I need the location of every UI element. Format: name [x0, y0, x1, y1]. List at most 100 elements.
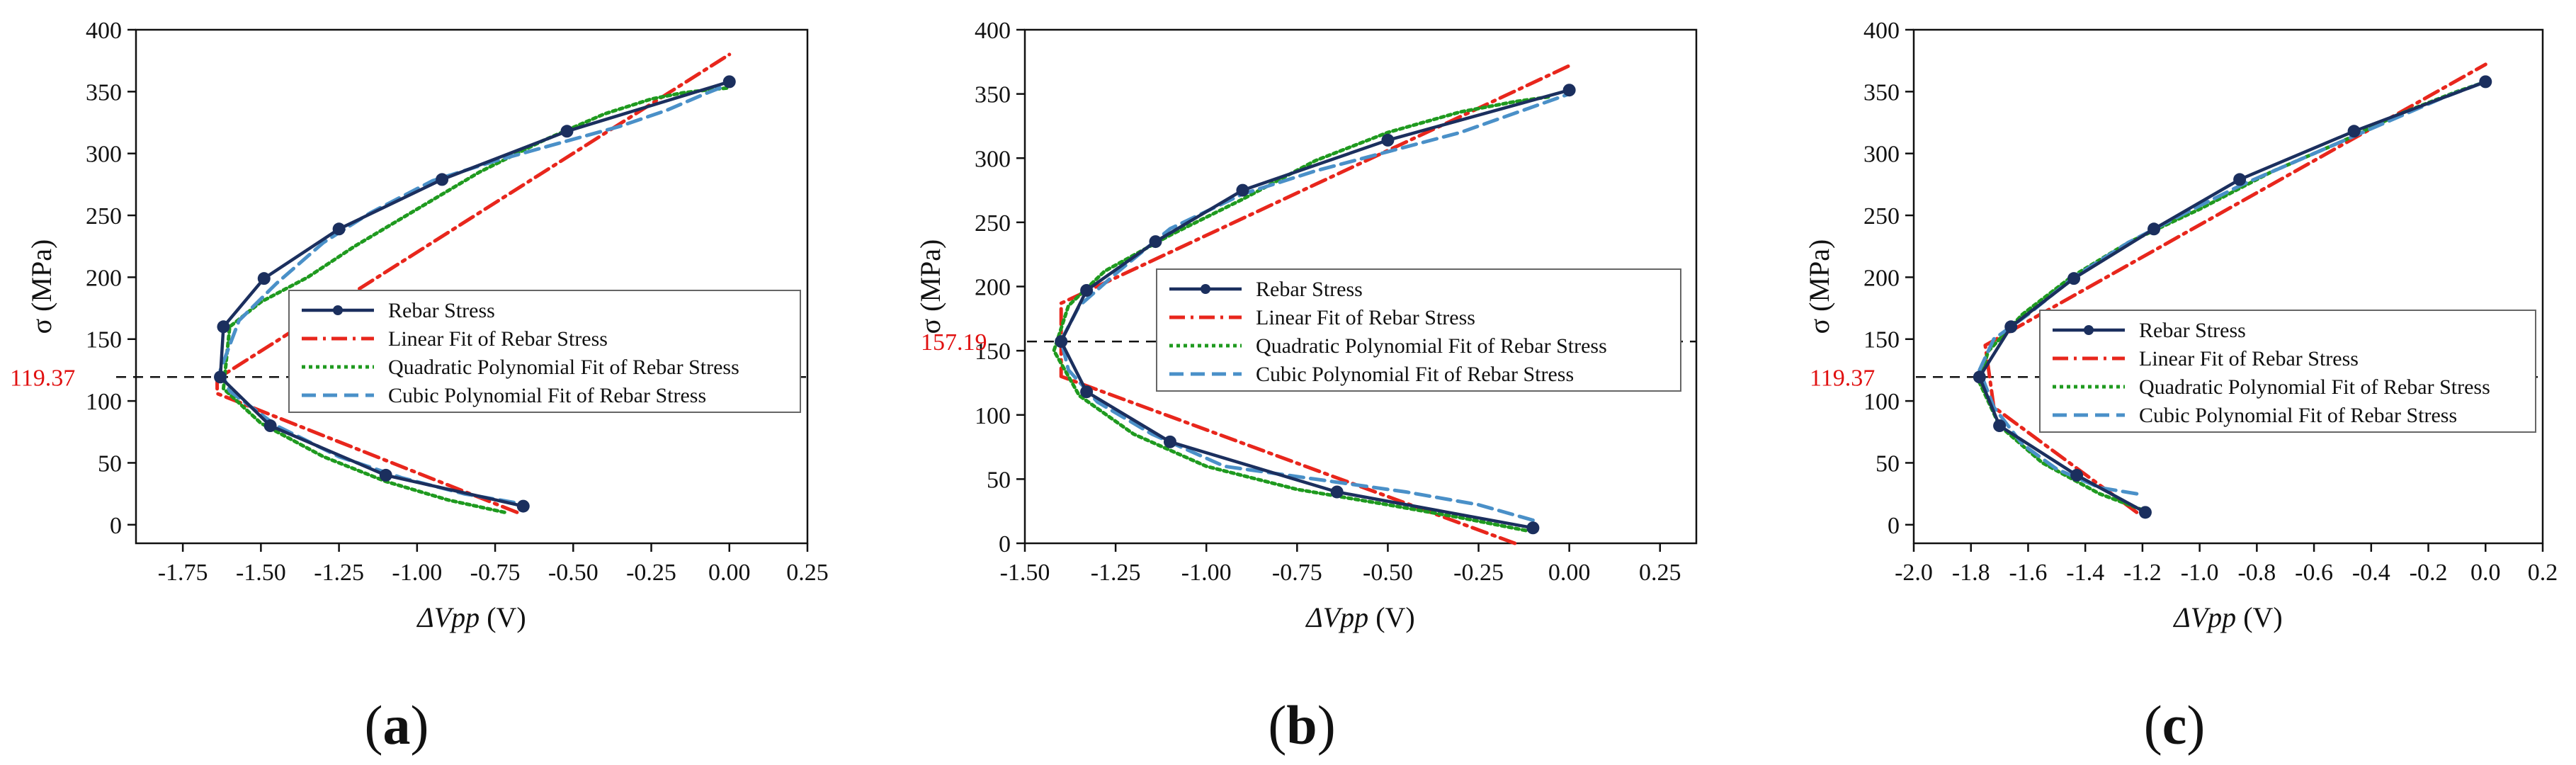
y-tick-label: 300	[975, 146, 1011, 172]
x-axis-title-unit: (V)	[2236, 601, 2283, 633]
x-tick-label: -1.25	[1091, 560, 1141, 586]
legend-marker	[333, 305, 343, 315]
legend-entry: Cubic Polynomial Fit of Rebar Stress	[2139, 404, 2457, 427]
legend-entry: Rebar Stress	[388, 299, 495, 322]
data-point	[379, 468, 392, 482]
series-line-dashdot	[1983, 62, 2487, 514]
panel-label-letter: c	[2162, 694, 2187, 756]
legend-entry: Quadratic Polynomial Fit of Rebar Stress	[2139, 375, 2490, 399]
x-tick-label: 0.00	[1548, 560, 1591, 586]
x-tick-label: -0.25	[626, 560, 676, 586]
panel-label-open: (	[365, 694, 383, 756]
x-tick-label: -1.00	[1181, 560, 1232, 586]
x-tick-label: -1.50	[1000, 560, 1050, 586]
series-line-solid-marker	[1059, 88, 1571, 530]
x-tick-label: -2.0	[1895, 560, 1933, 586]
panel-label-letter: a	[383, 694, 411, 756]
y-tick-label: 300	[1863, 142, 1900, 168]
x-tick-label: -0.8	[2237, 560, 2276, 586]
y-tick-label: 50	[98, 450, 122, 477]
series-line-dashed	[1059, 92, 1572, 522]
x-tick-label: -0.50	[548, 560, 598, 586]
legend-box	[1156, 268, 1681, 392]
x-tick-label: -1.50	[236, 560, 286, 586]
y-tick-label: 350	[1863, 79, 1900, 106]
legend-entry: Rebar Stress	[1256, 278, 1363, 301]
series-line-dotted	[1052, 94, 1553, 533]
y-tick-label: 50	[987, 467, 1011, 493]
series-line-dotted	[222, 86, 732, 514]
data-point	[1562, 84, 1576, 97]
y-tick-label: 150	[1863, 327, 1900, 353]
legend-box	[288, 290, 801, 413]
y-tick-label: 0	[1888, 513, 1900, 539]
panel-label-close: )	[411, 694, 429, 756]
y-tick-label: 350	[975, 82, 1011, 108]
x-tick-label: -1.6	[2009, 560, 2048, 586]
x-axis-title-unit: (V)	[480, 601, 526, 633]
y-tick-label: 150	[975, 339, 1011, 365]
x-tick-label: -1.25	[314, 560, 364, 586]
data-point	[2147, 222, 2161, 236]
legend-marker	[2084, 325, 2094, 335]
y-tick-label: 250	[86, 203, 122, 230]
x-axis-title-var: ΔVpp	[2172, 601, 2236, 633]
legend-entry: Rebar Stress	[2139, 319, 2246, 342]
data-point	[1236, 183, 1249, 197]
x-axis-title: ΔVpp (V)	[2172, 601, 2282, 633]
y-tick-label: 100	[975, 403, 1011, 429]
chart-panel-0: -1.75 -1.50 -1.25 -1.00 -0.75 -0.50 -0.25 0.00 0…	[10, 18, 829, 756]
data-point	[1973, 370, 1986, 384]
y-tick-label: 200	[975, 275, 1011, 301]
data-point	[2479, 75, 2492, 89]
data-point	[2138, 506, 2152, 519]
data-point	[332, 222, 346, 236]
panel-label-letter: b	[1286, 694, 1317, 756]
y-tick-label: 400	[975, 18, 1011, 44]
x-tick-label: -1.2	[2123, 560, 2162, 586]
y-tick-label: 200	[1863, 265, 1900, 291]
data-point	[560, 125, 574, 138]
legend-entry: Cubic Polynomial Fit of Rebar Stress	[388, 384, 706, 407]
panel-label-open: (	[2144, 694, 2162, 756]
y-tick-label: 150	[86, 327, 122, 353]
x-axis-title-var: ΔVpp	[1305, 601, 1368, 633]
x-tick-label: -1.0	[2181, 560, 2219, 586]
x-tick-label: -1.8	[1952, 560, 1990, 586]
plot-frame	[1912, 28, 2544, 545]
series-line-solid-marker	[1978, 80, 2487, 514]
y-tick-label: 300	[86, 142, 122, 168]
x-tick-label: -0.75	[470, 560, 521, 586]
x-tick-label: 0.0	[2470, 560, 2501, 586]
y-tick-label: 100	[86, 389, 122, 415]
y-tick-label: 200	[86, 265, 122, 291]
y-tick-label: 50	[1876, 450, 1900, 477]
series-line-dotted	[1978, 79, 2487, 512]
panel-label-open: (	[1268, 694, 1286, 756]
data-point	[1080, 385, 1094, 399]
data-point	[1163, 435, 1176, 448]
x-tick-label: 0.25	[1639, 560, 1681, 586]
data-point	[516, 499, 530, 513]
panel-label-close: )	[2186, 694, 2205, 756]
data-point	[217, 320, 230, 334]
x-tick-label: -1.4	[2066, 560, 2104, 586]
data-point	[2004, 320, 2018, 334]
x-axis-title: ΔVpp (V)	[1305, 601, 1414, 633]
data-point	[1993, 419, 2007, 433]
data-point	[1381, 133, 1395, 147]
x-tick-label: -0.4	[2352, 560, 2390, 586]
y-tick-label: 100	[1863, 389, 1900, 415]
legend-entry: Cubic Polynomial Fit of Rebar Stress	[1256, 363, 1574, 386]
x-tick-label: -1.75	[158, 560, 208, 586]
data-point	[2347, 125, 2361, 138]
series-line-dashdot	[215, 52, 732, 514]
y-tick-label: 400	[86, 18, 122, 44]
y-tick-label: 400	[1863, 18, 1900, 44]
y-tick-label: 250	[975, 210, 1011, 237]
threshold-label: 119.37	[10, 365, 75, 391]
data-point	[722, 75, 736, 89]
y-tick-label: 0	[999, 531, 1011, 557]
x-tick-label: 0.25	[786, 560, 829, 586]
